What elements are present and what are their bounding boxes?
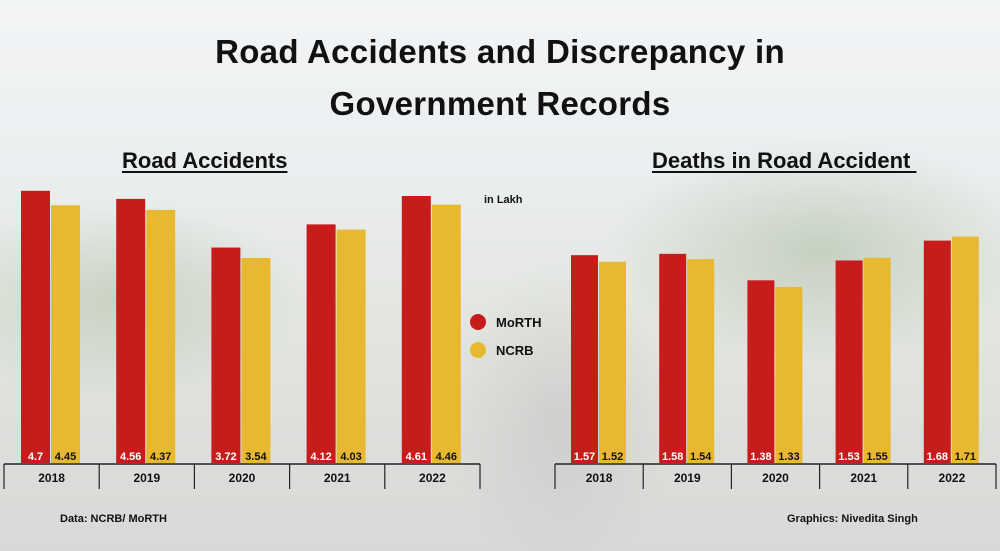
legend-label-morth: MoRTH: [496, 314, 542, 330]
legend: MoRTH NCRB: [470, 308, 542, 364]
bar-value-label: 4.7: [28, 451, 43, 463]
bar-ncrb-2018: [51, 205, 80, 464]
x-tick-label: 2019: [674, 471, 701, 485]
bar-value-label: 4.12: [310, 451, 331, 463]
bar-morth-2018: [571, 255, 598, 463]
x-tick-label: 2022: [939, 471, 966, 485]
bar-value-label: 3.54: [245, 451, 267, 463]
bar-morth-2022: [401, 196, 431, 464]
x-tick-label: 2018: [38, 471, 65, 485]
bar-morth-2020: [211, 247, 241, 463]
bar-morth-2020: [747, 280, 775, 463]
road-accidents-subtitle: Road Accidents: [122, 148, 288, 173]
legend-swatch-morth: [470, 314, 486, 330]
legend-item-ncrb: NCRB: [470, 336, 542, 364]
x-tick-label: 2018: [586, 471, 613, 485]
x-tick-label: 2020: [229, 471, 256, 485]
bar-value-label: 1.57: [574, 451, 595, 463]
bar-value-label: 4.56: [120, 451, 141, 463]
bar-morth-2019: [659, 253, 687, 463]
bar-value-label: 1.53: [838, 451, 859, 463]
legend-swatch-ncrb: [470, 342, 486, 358]
x-tick-label: 2020: [762, 471, 789, 485]
bar-morth-2021: [835, 260, 863, 463]
bar-morth-2022: [923, 240, 951, 463]
bar-value-label: 4.03: [340, 451, 361, 463]
unit-label: in Lakh: [484, 194, 523, 206]
graphics-credit: Graphics: Nivedita Singh: [787, 513, 918, 525]
bar-ncrb-2022: [431, 204, 461, 464]
bar-value-label: 4.45: [55, 451, 76, 463]
chart-title: Road Accidents and Discrepancy in Govern…: [215, 33, 785, 122]
bar-ncrb-2021: [863, 257, 891, 463]
x-tick-label: 2021: [850, 471, 877, 485]
bar-value-label: 4.61: [406, 451, 427, 463]
bar-ncrb-2018: [599, 261, 626, 463]
legend-item-morth: MoRTH: [470, 308, 542, 336]
bar-value-label: 1.68: [927, 451, 948, 463]
bar-value-label: 1.38: [750, 451, 771, 463]
bar-morth-2021: [306, 224, 336, 463]
bar-value-label: 1.54: [690, 451, 712, 463]
x-tick-label: 2019: [133, 471, 160, 485]
bar-value-label: 1.55: [866, 451, 887, 463]
bar-ncrb-2020: [775, 286, 803, 463]
deaths-subtitle: Deaths in Road Accident: [652, 148, 917, 173]
data-source: Data: NCRB/ MoRTH: [60, 513, 167, 525]
bar-value-label: 4.46: [436, 451, 457, 463]
bar-ncrb-2022: [951, 236, 979, 463]
bar-value-label: 3.72: [215, 451, 236, 463]
bar-value-label: 1.71: [955, 451, 976, 463]
bar-ncrb-2021: [336, 229, 366, 463]
x-tick-label: 2021: [324, 471, 351, 485]
bar-ncrb-2019: [146, 209, 176, 463]
bar-ncrb-2020: [241, 257, 271, 463]
bar-value-label: 1.52: [602, 451, 623, 463]
bar-value-label: 1.33: [778, 451, 799, 463]
bar-value-label: 1.58: [662, 451, 683, 463]
x-tick-label: 2022: [419, 471, 446, 485]
bar-ncrb-2019: [687, 259, 715, 463]
bar-morth-2019: [116, 198, 146, 463]
bar-value-label: 4.37: [150, 451, 171, 463]
legend-label-ncrb: NCRB: [496, 342, 534, 358]
bar-morth-2018: [21, 190, 50, 463]
